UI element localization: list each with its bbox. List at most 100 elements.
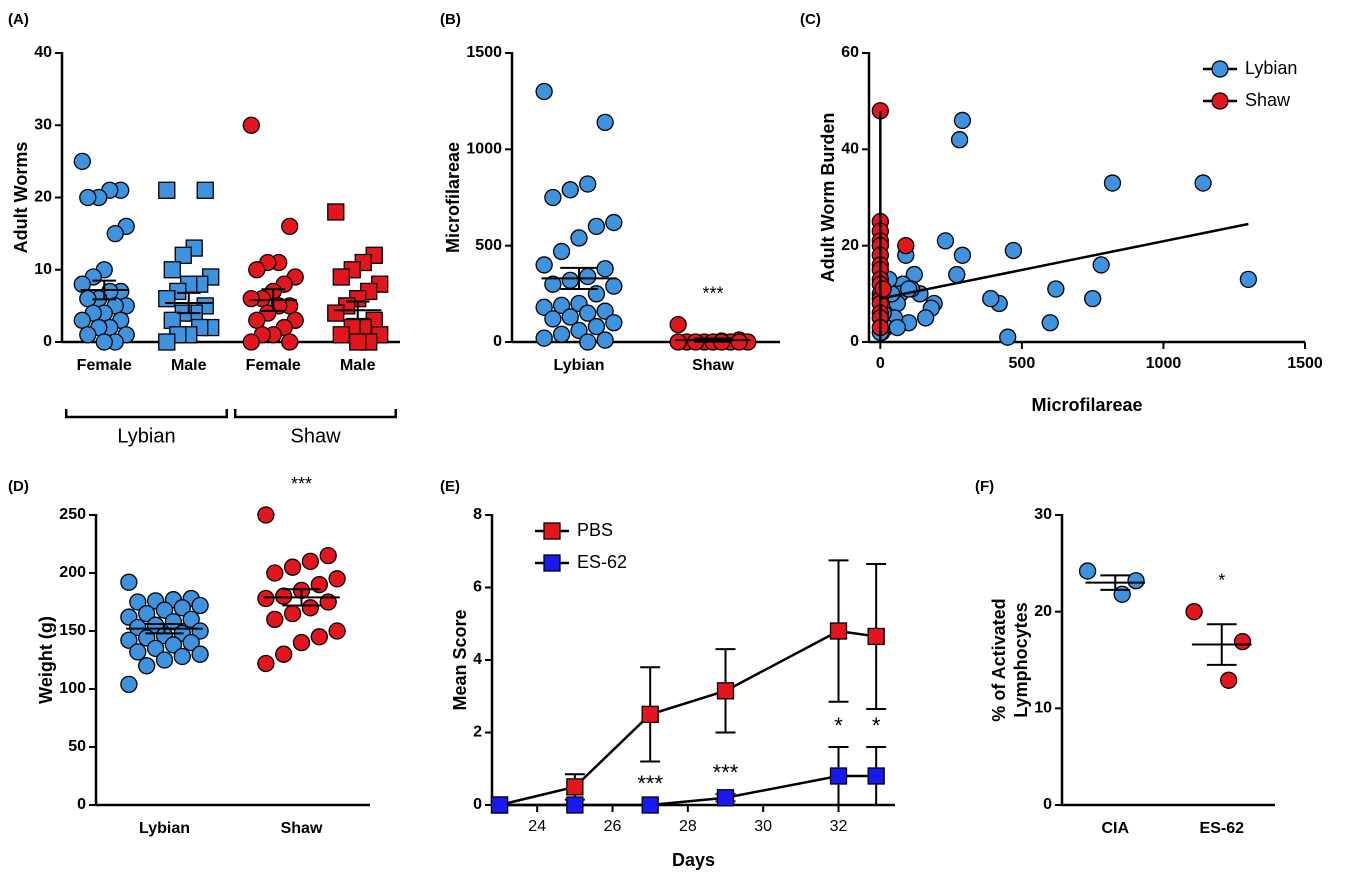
data-point [561,271,579,289]
data-point [605,213,623,232]
data-point [257,654,275,673]
x-axis-label: Days [672,850,715,870]
x-tick-label: 1500 [1287,355,1323,372]
data-point [310,628,328,646]
data-point [292,633,311,652]
error-bar [1100,574,1131,591]
data-point [982,289,1000,308]
data-point [1092,256,1110,274]
data-point [1233,632,1252,651]
y-tick-label: 10 [34,261,52,278]
panel-label: (A) [8,11,29,28]
legend-label: ES-62 [577,552,627,572]
data-point [248,261,266,279]
y-tick-label: 8 [473,506,482,523]
data-point [173,647,191,666]
y-tick-label: 100 [59,680,86,697]
data-point [605,314,623,332]
y-tick-label: 0 [493,333,502,350]
x-tick-label: 32 [830,818,848,835]
data-point [1078,562,1097,580]
y-tick-label: 6 [473,579,482,596]
data-point [155,601,174,619]
legend-marker [543,522,561,540]
y-axis-label: % of Activated [989,598,1009,721]
data-point [95,333,113,351]
x-tick-label: 30 [754,818,772,835]
y-tick-label: 10 [1034,700,1052,717]
data-point [242,333,260,351]
data-point [1194,174,1212,192]
data-point [587,317,606,336]
legend-marker [1211,92,1229,110]
data-point [552,296,571,315]
panel-label: (C) [800,11,821,28]
y-axis-label: Adult Worm Burden [818,113,838,283]
y-axis-label: Mean Score [450,609,470,710]
data-point [570,321,588,340]
y-tick-label: 1000 [466,141,502,158]
data-point [164,613,183,631]
data-point [257,506,275,524]
data-point [535,298,553,316]
data-point [120,573,138,591]
y-axis-label: Microfilareae [443,142,463,253]
data-point [829,767,848,785]
data-point [242,116,260,134]
data-point [641,705,659,724]
data-point [182,633,200,652]
significance: *** [291,474,312,494]
data-point [544,275,562,293]
data-point [829,622,848,640]
panel-label: (E) [440,478,460,495]
data-point [1047,280,1065,298]
data-point [158,333,176,351]
data-point [535,256,553,274]
panel-label: (F) [975,478,994,495]
y-tick-label: 60 [841,44,859,61]
x-tick-label: Male [340,357,376,374]
data-point [319,546,337,565]
data-point [596,302,614,320]
data-point [182,610,200,629]
legend-marker [543,554,561,572]
group-bracket [64,409,229,419]
data-point [120,675,138,694]
error-bar [261,288,286,312]
error-bar [176,291,201,315]
data-point [561,181,579,199]
x-tick-label: Female [246,357,301,374]
data-point [535,329,553,347]
data-point [544,310,562,328]
data-point [867,767,885,785]
legend-label: Shaw [1245,90,1291,110]
data-point [129,643,147,661]
x-tick-label: Female [77,357,132,374]
group-label: Shaw [290,425,341,447]
x-tick-label: Shaw [281,820,323,837]
data-point [257,589,275,608]
y-axis-label: Lymphocytes [1011,602,1031,717]
x-tick-label: 500 [1009,355,1036,372]
data-point [730,333,748,351]
error-bar [560,266,598,291]
error-bar [345,300,370,320]
data-point [669,316,687,334]
data-point [79,326,97,344]
data-point [73,152,91,171]
legend-marker [1211,60,1229,78]
data-point [155,651,174,669]
y-axis-label: Weight (g) [36,616,56,704]
data-point [579,333,597,351]
x-tick-label: 1000 [1146,355,1182,372]
error-bar [92,279,117,301]
y-tick-label: 30 [34,116,52,133]
data-point [867,627,885,646]
data-point [669,333,687,351]
data-point [146,639,165,658]
data-point [535,82,553,101]
data-point [1084,289,1102,308]
data-point [248,311,266,329]
data-point [328,570,346,588]
